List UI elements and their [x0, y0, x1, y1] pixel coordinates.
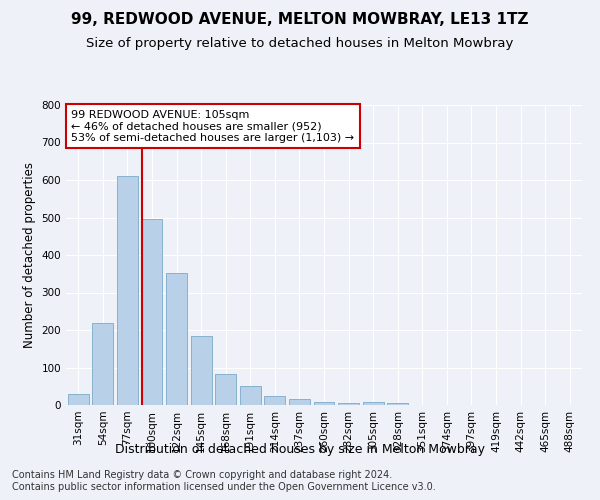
- Bar: [166, 272, 187, 405]
- Bar: [142, 220, 163, 405]
- Text: Distribution of detached houses by size in Melton Mowbray: Distribution of detached houses by size …: [115, 442, 485, 456]
- Bar: [289, 400, 310, 405]
- Bar: [92, 324, 113, 405]
- Bar: [191, 336, 212, 405]
- Text: Size of property relative to detached houses in Melton Mowbray: Size of property relative to detached ho…: [86, 38, 514, 51]
- Y-axis label: Number of detached properties: Number of detached properties: [23, 162, 36, 348]
- Bar: [240, 386, 261, 405]
- Bar: [362, 402, 383, 405]
- Bar: [68, 394, 89, 405]
- Text: Contains HM Land Registry data © Crown copyright and database right 2024.: Contains HM Land Registry data © Crown c…: [12, 470, 392, 480]
- Bar: [338, 403, 359, 405]
- Bar: [265, 396, 286, 405]
- Text: Contains public sector information licensed under the Open Government Licence v3: Contains public sector information licen…: [12, 482, 436, 492]
- Bar: [117, 176, 138, 405]
- Bar: [387, 403, 408, 405]
- Text: 99 REDWOOD AVENUE: 105sqm
← 46% of detached houses are smaller (952)
53% of semi: 99 REDWOOD AVENUE: 105sqm ← 46% of detac…: [71, 110, 354, 142]
- Bar: [314, 402, 334, 405]
- Bar: [215, 374, 236, 405]
- Text: 99, REDWOOD AVENUE, MELTON MOWBRAY, LE13 1TZ: 99, REDWOOD AVENUE, MELTON MOWBRAY, LE13…: [71, 12, 529, 28]
